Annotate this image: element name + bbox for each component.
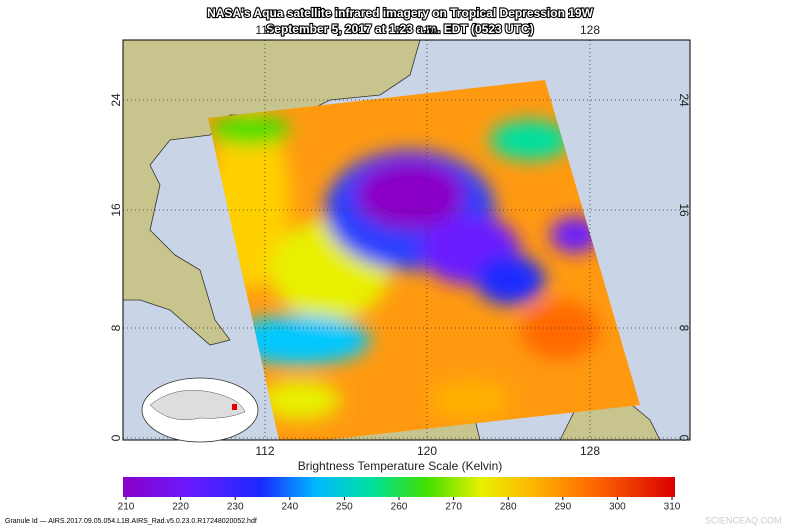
title: NASA's Aqua satellite infrared imagery o…: [207, 6, 594, 20]
colorbar-tick-label: 240: [281, 502, 298, 513]
colorbar-tick-label: 290: [554, 502, 571, 513]
subtitle: September 5, 2017 at 1:23 a.m. EDT (0523…: [266, 22, 533, 36]
watermark: SCIENCEAQ.COM: [705, 515, 782, 525]
lat-label-left: 16: [109, 203, 123, 217]
colorbar-tick-label: 300: [609, 502, 626, 513]
colorbar-tick-label: 280: [500, 502, 517, 513]
lat-label-right: 24: [677, 93, 691, 107]
lat-label-right: 0: [677, 435, 691, 442]
colorbar: [123, 477, 675, 497]
colorbar-tick-label: 310: [664, 502, 681, 513]
lat-label-left: 0: [109, 434, 123, 441]
colorbar-tick-label: 220: [172, 502, 189, 513]
lat-label-right: 8: [677, 325, 691, 332]
colorbar-tick-label: 230: [227, 502, 244, 513]
colorbar-tick-label: 250: [336, 502, 353, 513]
lon-label-bottom: 112: [255, 444, 274, 458]
lon-label-bottom: 120: [417, 444, 437, 458]
map-frame: [122, 39, 691, 441]
colorbar-tick-label: 210: [118, 502, 135, 513]
map: [123, 40, 690, 440]
lat-label-left: 24: [109, 93, 123, 107]
colorbar-tick-label: 270: [445, 502, 462, 513]
graticule: [123, 40, 690, 440]
lon-label-top: 128: [580, 23, 600, 37]
lon-label-bottom: 128: [580, 444, 600, 458]
mainland: [123, 40, 421, 346]
lon-label-top: 112: [255, 23, 274, 37]
inset-globe: [141, 377, 259, 443]
lat-label-left: 8: [109, 324, 123, 331]
colorbar-tick-label: 260: [391, 502, 408, 513]
lon-label-top: 120: [417, 23, 437, 37]
granule-id: Granule Id — AIRS.2017.09.05.054.L1B.AIR…: [5, 518, 257, 525]
colorbar-label: Brightness Temperature Scale (Kelvin): [298, 459, 503, 473]
lat-label-right: 16: [677, 203, 691, 217]
